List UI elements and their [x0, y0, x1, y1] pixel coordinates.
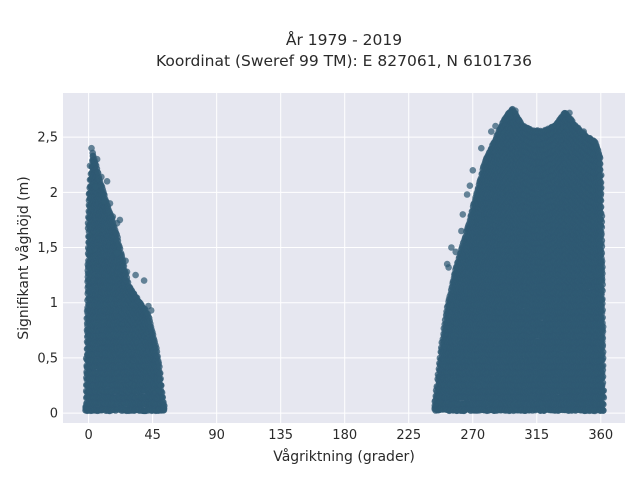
data-point — [157, 375, 164, 382]
data-point — [141, 277, 148, 284]
data-point — [161, 403, 168, 410]
data-point — [92, 184, 99, 191]
data-point — [117, 217, 124, 224]
data-point — [88, 145, 95, 152]
data-point — [107, 200, 114, 207]
data-point — [132, 272, 139, 279]
data-point — [158, 382, 165, 389]
data-point — [94, 156, 101, 163]
data-point — [98, 174, 105, 181]
data-point — [110, 213, 117, 220]
data-point — [156, 363, 163, 370]
data-point — [104, 178, 111, 185]
data-point — [124, 269, 131, 276]
data-point — [148, 307, 155, 314]
data-point — [101, 198, 108, 205]
data-point — [114, 250, 121, 257]
data-point — [87, 163, 94, 170]
data-point — [122, 258, 129, 265]
